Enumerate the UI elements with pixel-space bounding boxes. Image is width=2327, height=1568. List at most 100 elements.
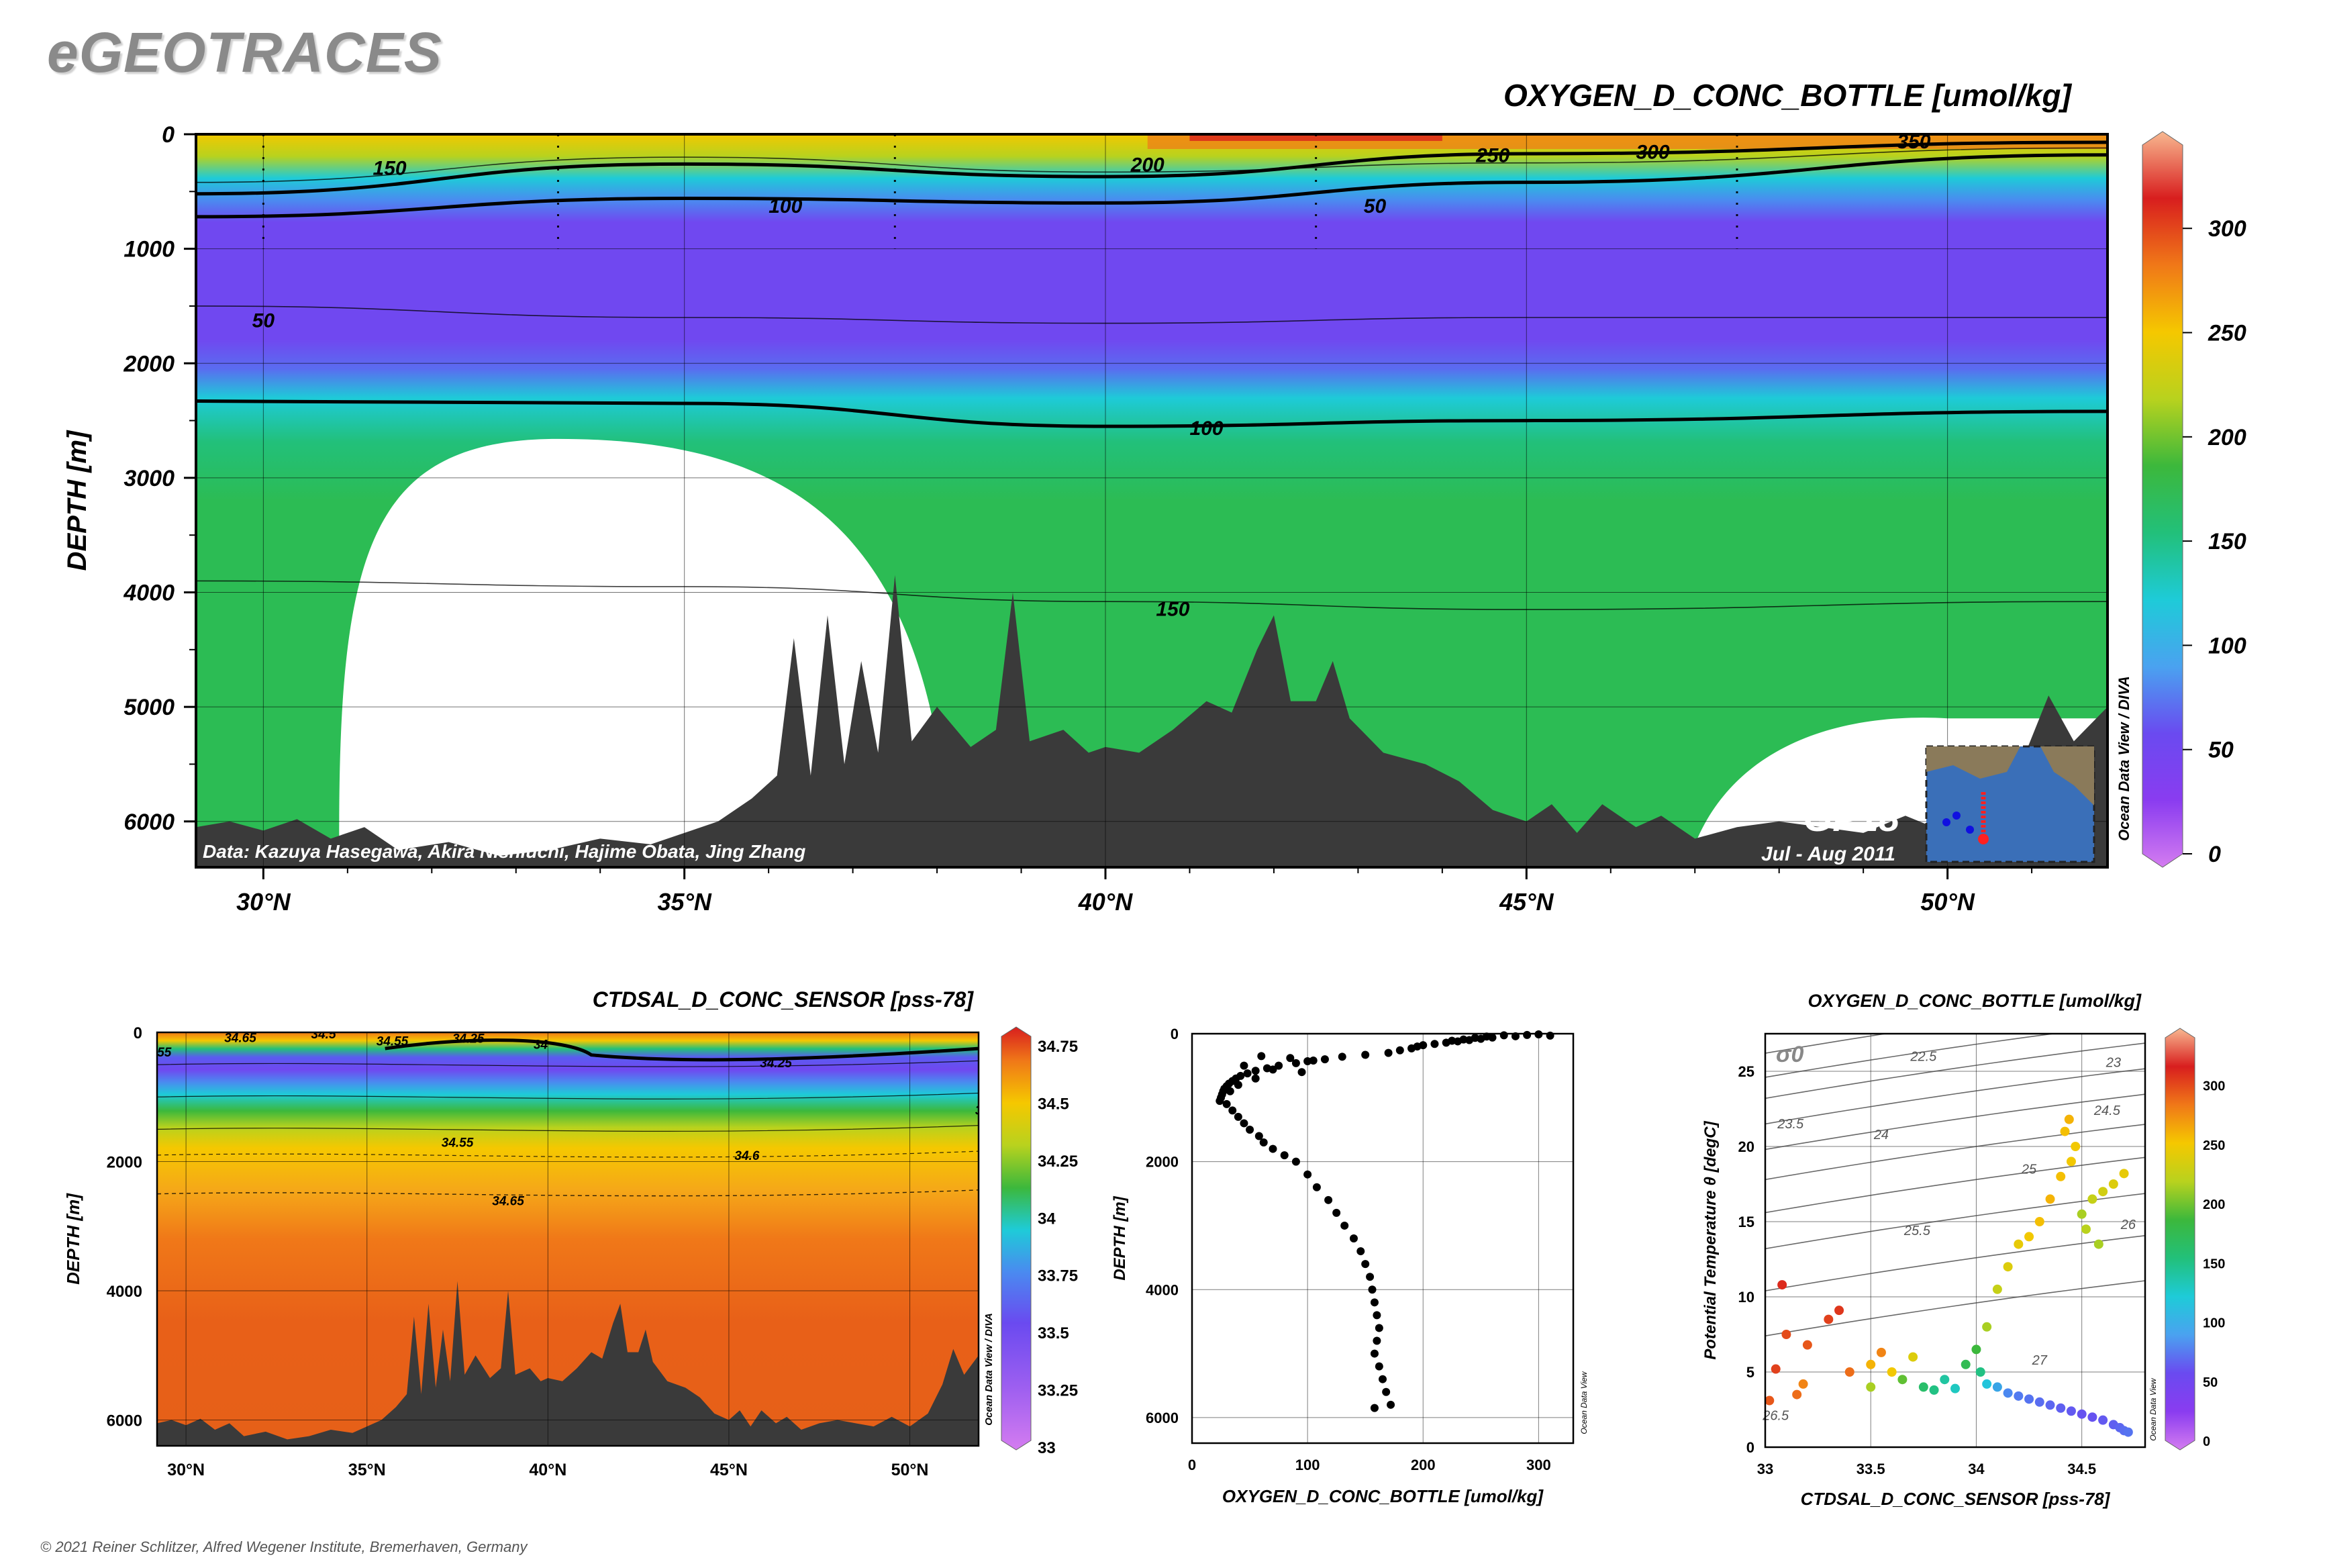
ts-point (1765, 1395, 1775, 1406)
ts-isopycnal (1765, 1042, 2145, 1099)
profile-point (1499, 1031, 1508, 1040)
ts-point (2108, 1179, 2118, 1189)
profile-point (1257, 1052, 1266, 1061)
ts-x-axis-label: CTDSAL_D_CONC_SENSOR [pss-78] (1801, 1489, 2111, 1509)
ts-point (1918, 1382, 1928, 1392)
salinity-colorbar (1001, 1026, 1032, 1451)
profile-point (1291, 1059, 1300, 1067)
salinity-colorbar-tick: 34 (1038, 1210, 1056, 1228)
profile-y-axis-label: DEPTH [m] (1111, 1195, 1129, 1280)
ts-isopycnal (1765, 1193, 2145, 1250)
profile-point (1234, 1112, 1242, 1121)
profile-point (1297, 1068, 1306, 1077)
ts-point (1844, 1367, 1854, 1377)
oxygen-contour-label: 50 (1364, 195, 1387, 217)
salinity-depth-tick-label: 4000 (107, 1283, 142, 1301)
ts-isopycnal (1765, 1280, 2145, 1337)
oxygen-contour-100 (196, 399, 2108, 428)
ts-sigma-label: σ0 (1776, 1042, 1804, 1067)
oxygen-contour-label: 100 (1190, 418, 1224, 440)
profile-point (1523, 1030, 1532, 1039)
ts-y-axis-label: Potential Temperature θ [degC] (1701, 1120, 1720, 1359)
profile-x-tick-label: 0 (1188, 1457, 1196, 1473)
profile-point (1375, 1362, 1383, 1371)
ts-point (2014, 1239, 2024, 1249)
ts-y-tick-label: 20 (1738, 1138, 1754, 1155)
ts-point (2123, 1427, 2133, 1437)
oxygen-contour-label: 100 (769, 195, 802, 217)
ts-y-tick-label: 25 (1738, 1063, 1754, 1080)
profile-point (1349, 1234, 1358, 1242)
copyright-note: © 2021 Reiner Schlitzer, Alfred Wegener … (40, 1538, 528, 1555)
ts-point (2003, 1388, 2013, 1398)
map-land-asia (1926, 746, 2020, 779)
profile-x-tick-label: 100 (1295, 1457, 1320, 1473)
salinity-colorbar-tick: 33.5 (1038, 1324, 1069, 1342)
ts-title: OXYGEN_D_CONC_BOTTLE [umol/kg] (1808, 991, 2142, 1011)
oxygen-contour-label: 350 (1897, 131, 1930, 153)
profile-point (1361, 1260, 1370, 1269)
ts-colorbar-tick: 300 (2203, 1079, 2225, 1094)
profile-point (1430, 1040, 1439, 1048)
ts-isopycnal (1765, 1093, 2145, 1150)
ts-colorbar-tick: 0 (2203, 1434, 2210, 1449)
profile-point (1303, 1170, 1312, 1179)
profile-point (1448, 1036, 1456, 1045)
ts-point (1929, 1385, 1939, 1395)
ts-point (2119, 1169, 2129, 1179)
profile-x-axis-label: OXYGEN_D_CONC_BOTTLE [umol/kg] (1222, 1486, 1544, 1506)
ts-x-tick-label: 34.5 (2067, 1461, 2096, 1477)
ts-point (1982, 1379, 1992, 1389)
egeotraces-logo: eGEOTRACES (47, 21, 442, 84)
profile-point (1338, 1052, 1346, 1061)
profile-y-tick-label: 2000 (1146, 1154, 1179, 1171)
ts-point (1866, 1359, 1876, 1369)
ts-colorbar-tick: 250 (2203, 1138, 2225, 1153)
cruise-label: GP18 (1803, 797, 1900, 839)
salinity-contour-label: 34.6 (734, 1149, 759, 1163)
ts-isopycnal-label: 24.5 (2093, 1104, 2121, 1118)
oxygen-colorbar-tick: 250 (2208, 321, 2246, 346)
ts-point (2064, 1114, 2074, 1124)
profile-x-tick-label: 200 (1411, 1457, 1436, 1473)
ts-point (1982, 1322, 1992, 1332)
ts-point (1824, 1314, 1834, 1324)
main-plot-frame (195, 133, 2109, 869)
ts-isopycnal (1765, 1068, 2145, 1125)
ts-point (2071, 1142, 2081, 1151)
salinity-contour-label: 55 (157, 1046, 172, 1060)
salinity-contour-label: 34.5 (311, 1028, 336, 1042)
profile-point (1361, 1050, 1370, 1059)
ts-colorbar-tick: 150 (2203, 1257, 2225, 1271)
profile-point (1291, 1157, 1300, 1166)
ts-point (2034, 1217, 2044, 1226)
salinity-title: CTDSAL_D_CONC_SENSOR [pss-78] (593, 987, 975, 1012)
profile-point (1370, 1298, 1379, 1307)
oxygen-contour-label: 200 (1130, 154, 1165, 176)
ts-point (2014, 1391, 2024, 1401)
oxygen-colorbar-tick: 100 (2208, 633, 2246, 658)
ts-point (1798, 1379, 1808, 1389)
profile-y-tick-label: 6000 (1146, 1410, 1179, 1426)
depth-tick-label: 1000 (123, 237, 175, 262)
ts-point (1940, 1375, 1950, 1385)
ts-y-tick-label: 15 (1738, 1214, 1754, 1230)
profile-point (1312, 1183, 1321, 1191)
oxygen-contour-200 (196, 140, 2108, 196)
ts-point (2045, 1400, 2055, 1410)
profile-point (1384, 1048, 1393, 1057)
ts-point (1876, 1347, 1886, 1357)
cruise-period: Jul - Aug 2011 (1761, 843, 1895, 865)
odv-watermark: Ocean Data View / DIVA (2116, 676, 2132, 841)
salinity-contour-label: 34.55 (377, 1035, 409, 1049)
ts-point (1834, 1306, 1844, 1316)
salinity-lat-tick-label: 30°N (167, 1461, 205, 1479)
main-y-axis-label: DEPTH [m] (62, 430, 92, 571)
salinity-contour-label: 34.65 (492, 1194, 524, 1208)
salinity-colorbar-tick: 34.25 (1038, 1153, 1078, 1171)
salinity-colorbar-tick: 33.25 (1038, 1382, 1078, 1400)
profile-watermark: Ocean Data View (1579, 1371, 1589, 1434)
oxygen-colorbar-tick: 300 (2208, 216, 2246, 242)
ts-point (1866, 1382, 1876, 1392)
oxygen-colorbar-tick: 50 (2208, 738, 2234, 763)
